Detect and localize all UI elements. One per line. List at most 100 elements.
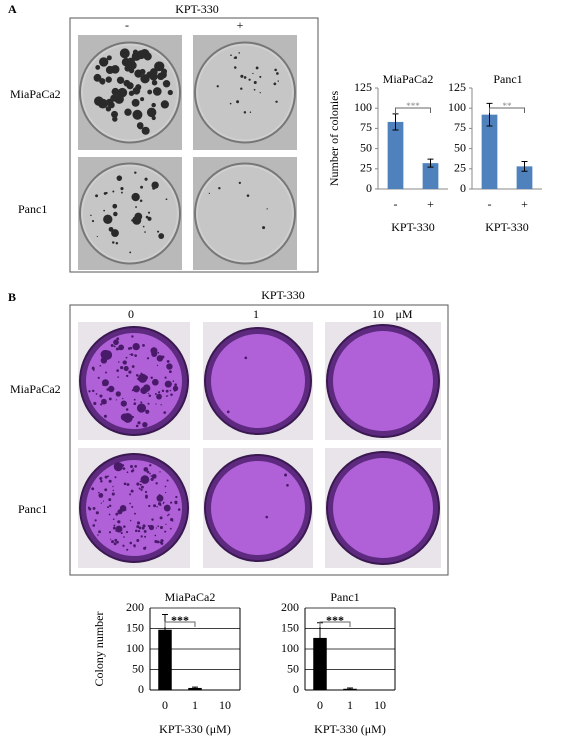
colony bbox=[112, 526, 116, 530]
well-inner bbox=[211, 334, 305, 428]
colony bbox=[126, 483, 130, 486]
colony bbox=[111, 229, 119, 237]
x-tick-label: + bbox=[427, 197, 434, 211]
colony bbox=[112, 203, 118, 209]
treatment-label: KPT-330 bbox=[175, 2, 219, 16]
colony bbox=[240, 74, 244, 78]
colony bbox=[157, 502, 162, 506]
colony bbox=[171, 520, 174, 522]
photo bbox=[325, 322, 441, 440]
colony bbox=[139, 480, 142, 483]
colony bbox=[248, 78, 251, 81]
colony bbox=[121, 464, 125, 467]
colony bbox=[132, 468, 135, 470]
colony bbox=[122, 544, 125, 547]
colony bbox=[174, 500, 178, 504]
colony bbox=[164, 530, 167, 533]
colony bbox=[165, 389, 169, 393]
photo bbox=[78, 322, 190, 440]
significance-bracket bbox=[395, 107, 431, 113]
colony bbox=[252, 72, 254, 75]
column-label: 1 bbox=[253, 307, 259, 321]
colony bbox=[150, 376, 153, 379]
colony bbox=[95, 194, 99, 198]
chart-title: Panc1 bbox=[493, 72, 522, 86]
colony bbox=[128, 370, 132, 374]
colony bbox=[130, 465, 133, 468]
colony bbox=[140, 401, 143, 404]
well-inner bbox=[333, 458, 433, 558]
colony bbox=[135, 373, 139, 377]
colony bbox=[154, 534, 157, 537]
colony bbox=[143, 392, 146, 394]
colony bbox=[140, 488, 143, 491]
photo bbox=[193, 35, 297, 150]
colony bbox=[226, 410, 230, 414]
colony bbox=[123, 482, 127, 486]
error-bar bbox=[521, 161, 528, 172]
colony bbox=[100, 479, 103, 483]
x-axis-label: KPT-330 (μM) bbox=[159, 722, 231, 736]
colony bbox=[107, 385, 115, 393]
bar bbox=[481, 114, 498, 189]
colony bbox=[92, 524, 96, 527]
colony bbox=[259, 75, 262, 78]
colony bbox=[135, 424, 139, 428]
y-tick-label: 50 bbox=[360, 140, 372, 154]
y-tick-label: 200 bbox=[126, 600, 144, 614]
colony bbox=[108, 226, 114, 232]
colony bbox=[156, 540, 160, 544]
colony bbox=[99, 477, 103, 480]
colony bbox=[129, 519, 132, 522]
colony bbox=[123, 525, 126, 528]
photos bbox=[69, 17, 449, 576]
colony bbox=[106, 55, 112, 61]
y-tick-label: 0 bbox=[138, 682, 144, 696]
colony bbox=[119, 505, 127, 512]
colony bbox=[154, 382, 158, 386]
x-tick-label: 1 bbox=[347, 698, 353, 712]
bar bbox=[158, 629, 172, 690]
colony bbox=[161, 68, 168, 75]
colony bbox=[170, 501, 173, 504]
colony bbox=[137, 529, 141, 533]
colony bbox=[142, 524, 146, 528]
colony bbox=[155, 482, 158, 485]
colony bbox=[97, 491, 100, 494]
significance-label: ** bbox=[503, 101, 513, 111]
photo bbox=[203, 448, 313, 568]
colony bbox=[117, 520, 121, 524]
colony bbox=[134, 465, 137, 468]
significance-bracket bbox=[489, 107, 525, 113]
colony bbox=[145, 409, 150, 414]
chart-title: MiaPaCa2 bbox=[165, 590, 216, 604]
colony bbox=[138, 373, 148, 383]
colony bbox=[120, 366, 124, 370]
colony bbox=[133, 402, 137, 406]
y-tick-label: 100 bbox=[126, 641, 144, 655]
colony bbox=[133, 544, 136, 547]
bar bbox=[516, 166, 533, 189]
photo bbox=[193, 157, 297, 270]
y-tick-label: 125 bbox=[448, 80, 466, 94]
colony bbox=[130, 469, 134, 473]
colony bbox=[125, 374, 129, 378]
error-bar bbox=[392, 113, 399, 131]
colony bbox=[108, 479, 112, 483]
bar bbox=[422, 163, 439, 189]
colony bbox=[173, 389, 176, 392]
colony bbox=[284, 473, 288, 477]
colony bbox=[169, 366, 173, 369]
photo bbox=[78, 35, 182, 150]
colony bbox=[158, 233, 165, 239]
colony bbox=[112, 116, 118, 122]
colony bbox=[165, 523, 167, 525]
colony bbox=[153, 504, 157, 508]
colony bbox=[157, 72, 165, 81]
colony bbox=[141, 485, 144, 489]
colony bbox=[164, 376, 167, 379]
colony bbox=[177, 508, 181, 511]
panel-a-frame bbox=[69, 17, 319, 273]
colony bbox=[136, 122, 144, 129]
colony bbox=[132, 215, 142, 225]
